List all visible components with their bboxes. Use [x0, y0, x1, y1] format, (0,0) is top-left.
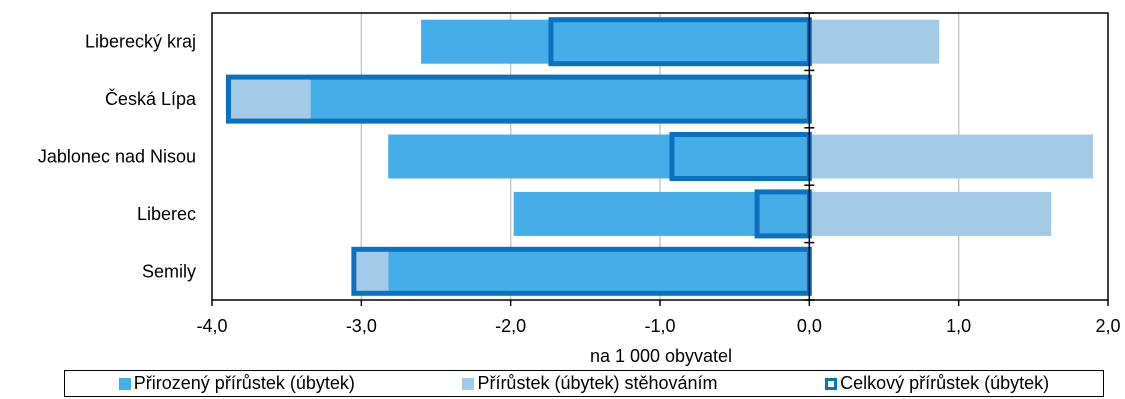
bar-migration — [809, 134, 1094, 179]
axes — [211, 12, 1109, 306]
legend-swatch-natural — [118, 377, 131, 390]
bar-migration — [809, 191, 1052, 236]
legend-item-total: Celkový přírůstek (úbytek) — [825, 373, 1049, 394]
category-label: Liberec — [137, 204, 196, 224]
legend: Přirozený přírůstek (úbytek) Přírůstek (… — [64, 370, 1104, 397]
x-tick-label: -3,0 — [346, 316, 377, 336]
bar-natural — [513, 191, 810, 236]
category-label: Jablonec nad Nisou — [38, 147, 196, 167]
legend-label-migration: Přírůstek (úbytek) stěhováním — [477, 373, 718, 393]
x-tick-label: -4,0 — [196, 316, 227, 336]
legend-item-migration: Přírůstek (úbytek) stěhováním — [462, 373, 718, 394]
x-tick-label: 2,0 — [1095, 316, 1120, 336]
x-tick-label: -1,0 — [644, 316, 675, 336]
legend-swatch-migration — [462, 377, 475, 390]
bar-migration — [809, 19, 940, 64]
bars — [225, 17, 1094, 296]
x-tick-label: 0,0 — [797, 316, 822, 336]
category-label: Česká Lípa — [105, 88, 197, 109]
x-tick-label: 1,0 — [946, 316, 971, 336]
legend-item-natural: Přirozený přírůstek (úbytek) — [118, 373, 355, 394]
bar-natural — [388, 134, 810, 179]
legend-swatch-total — [825, 377, 838, 390]
legend-label-natural: Přirozený přírůstek (úbytek) — [133, 373, 355, 393]
x-axis-title: na 1 000 obyvatel — [590, 346, 732, 366]
chart-svg: Liberecký kraj Česká Lípa Jablonec nad Nis… — [38, 12, 1121, 366]
labels: Liberecký kraj Česká Lípa Jablonec nad Nis… — [38, 32, 1121, 336]
category-label: Semily — [142, 261, 196, 281]
x-tick-label: -2,0 — [495, 316, 526, 336]
legend-label-total: Celkový přírůstek (úbytek) — [840, 373, 1050, 393]
bar-migration — [228, 77, 311, 122]
bar-natural — [310, 77, 810, 122]
bar-natural — [421, 19, 810, 64]
bar-natural — [388, 249, 810, 294]
category-label: Liberecký kraj — [85, 32, 196, 52]
bar-migration — [353, 249, 389, 294]
